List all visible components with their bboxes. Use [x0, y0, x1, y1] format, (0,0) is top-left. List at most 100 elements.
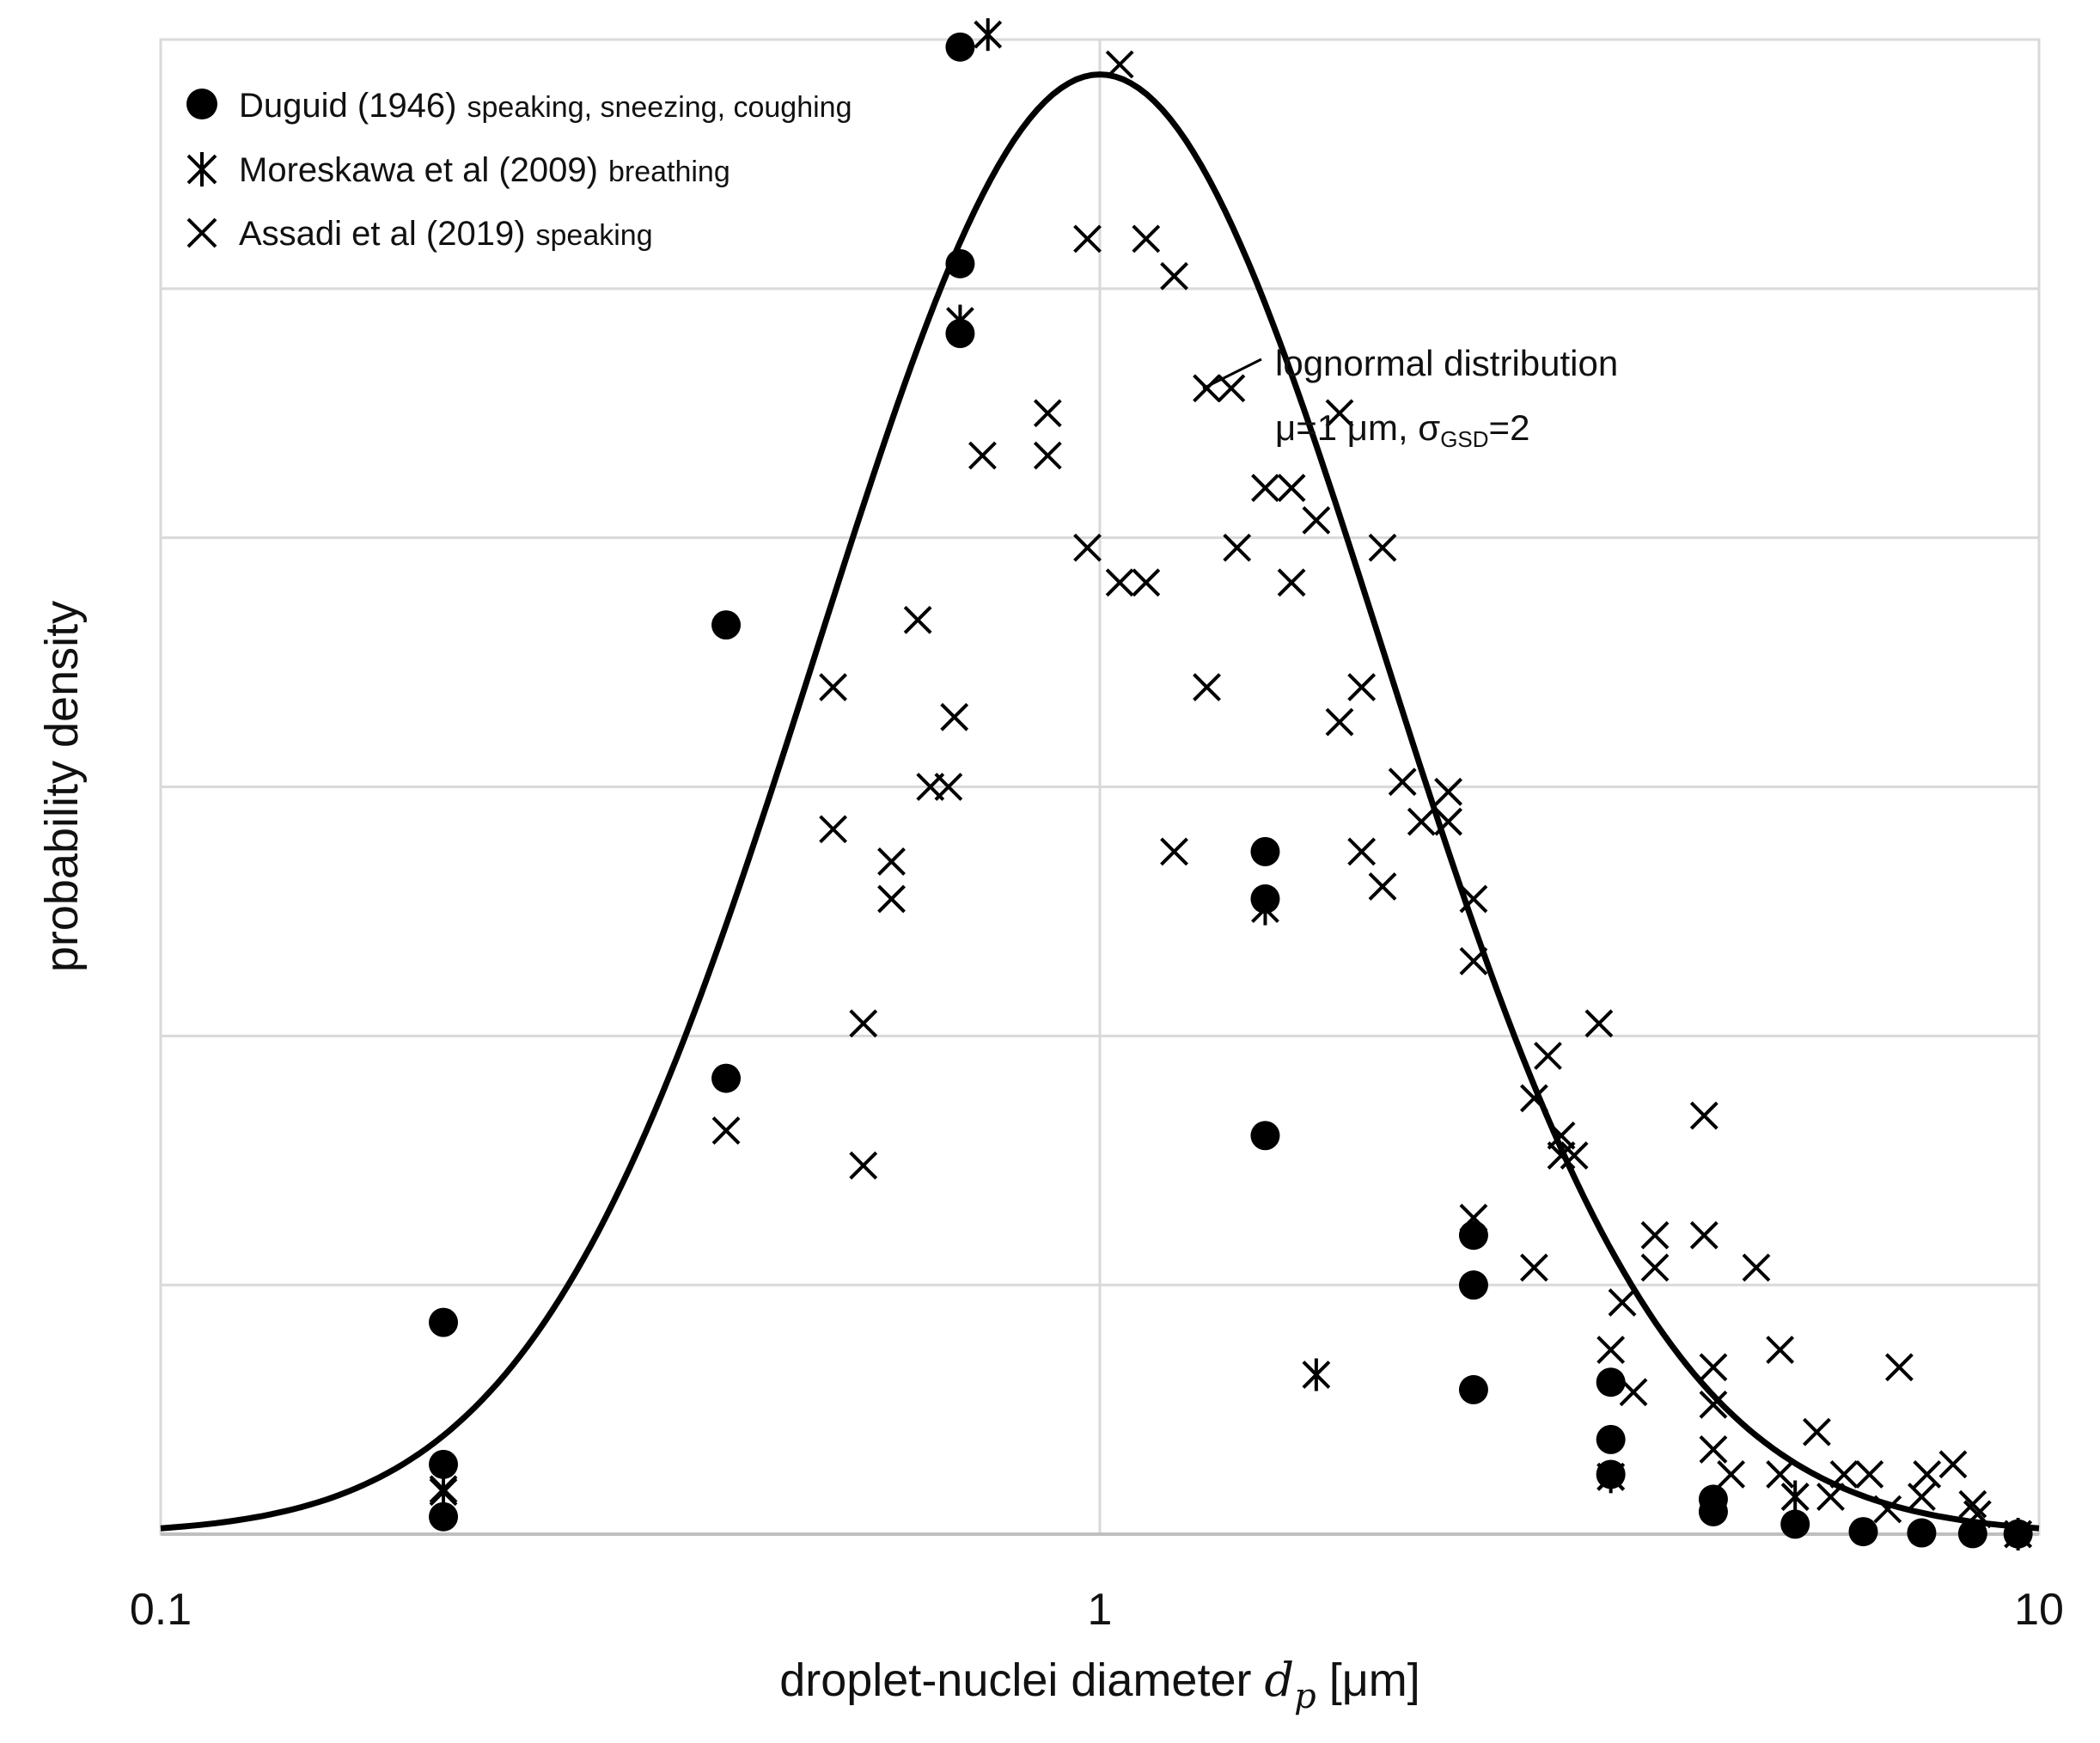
assadi-point — [1033, 399, 1062, 428]
assadi-point — [1132, 568, 1161, 597]
assadi-point — [1938, 1450, 1968, 1479]
annotation-leader-line — [1202, 358, 1262, 390]
assadi-point — [1640, 1220, 1670, 1250]
assadi-point — [2004, 1520, 2033, 1549]
assadi-point — [877, 884, 906, 914]
duguid-point — [711, 610, 742, 640]
assadi-point — [1132, 224, 1161, 254]
duguid-point — [1957, 1519, 1987, 1549]
y-axis-title: probability density — [36, 601, 88, 972]
assadi-point — [1596, 1336, 1626, 1364]
assadi-point — [1434, 777, 1462, 806]
assadi-point — [1325, 707, 1354, 737]
duguid-point — [1458, 1220, 1488, 1251]
duguid-point — [1698, 1496, 1728, 1526]
duguid-point — [1250, 1121, 1280, 1151]
assadi-point — [1251, 474, 1279, 503]
legend-series-name: Assadi et al (2019) — [239, 215, 526, 253]
assadi-point — [1434, 807, 1462, 836]
legend-series-name: Duguid (1946) — [239, 87, 457, 125]
assadi-point — [819, 815, 848, 844]
legend-marker-x — [186, 217, 217, 248]
duguid-point — [1458, 1374, 1488, 1404]
duguid-point — [429, 1501, 459, 1532]
assadi-point — [1689, 1101, 1718, 1130]
x-axis-title: droplet-nuclei diameter dp [μm] — [779, 1653, 1420, 1716]
assadi-point — [1803, 1417, 1831, 1446]
x-axis-title-subscript: p — [1294, 1677, 1316, 1716]
assadi-point — [1908, 1483, 1936, 1511]
duguid-point — [429, 1307, 459, 1337]
assadi-point — [1459, 1203, 1488, 1232]
assadi-point — [1780, 1483, 1810, 1511]
assadi-point — [1277, 568, 1306, 597]
duguid-point — [1780, 1509, 1810, 1539]
legend-marker-asterisk — [186, 152, 217, 187]
assadi-point — [1073, 224, 1102, 254]
duguid-point — [711, 1063, 742, 1093]
assadi-point — [1913, 1460, 1942, 1489]
legend-entry-duguid: Duguid (1946) speaking, sneezing, coughi… — [239, 87, 852, 125]
assadi-point — [1459, 884, 1488, 914]
assadi-point — [1699, 1435, 1728, 1464]
duguid-point — [1458, 1270, 1488, 1300]
assadi-point — [934, 773, 963, 801]
assadi-point — [1596, 1462, 1626, 1491]
assadi-point — [1325, 399, 1354, 428]
assadi-point — [940, 702, 969, 731]
moreskawa-point — [1302, 1358, 1331, 1391]
assadi-point — [1829, 1460, 1859, 1489]
curve-annotation-subscript: GSD — [1440, 426, 1488, 452]
x-axis-title-variable: d — [1265, 1653, 1295, 1707]
legend-marker-circle — [186, 89, 217, 119]
moreskawa-point — [974, 18, 1003, 52]
curve-annotation-params: μ=1 μm, σ — [1275, 407, 1440, 448]
x-axis-title-prefix: droplet-nuclei diameter — [779, 1654, 1264, 1706]
assadi-point — [1547, 1141, 1576, 1170]
assadi-point — [903, 605, 932, 634]
assadi-point — [1277, 474, 1306, 503]
assadi-point — [1560, 1141, 1589, 1170]
duguid-point — [1907, 1518, 1937, 1548]
assadi-point — [1459, 946, 1488, 975]
x-tick-label: 1 — [1088, 1585, 1113, 1635]
curve-annotation-line2: μ=1 μm, σGSD=2 — [1275, 407, 1529, 452]
duguid-point — [429, 1449, 459, 1479]
assadi-point — [1699, 1390, 1728, 1419]
legend-series-name: Moreskawa et al (2009) — [239, 151, 598, 189]
assadi-point — [968, 441, 997, 470]
assadi-point — [1160, 261, 1188, 290]
x-axis-title-suffix: [μm] — [1316, 1654, 1420, 1706]
duguid-point — [1596, 1367, 1626, 1397]
assadi-point — [1105, 50, 1134, 79]
legend-series-note: breathing — [608, 156, 730, 188]
assadi-point — [1033, 441, 1062, 470]
assadi-point — [1885, 1353, 1914, 1382]
assadi-point — [1073, 533, 1102, 562]
assadi-point — [1608, 1288, 1637, 1317]
assadi-point — [1193, 673, 1221, 701]
assadi-point — [1766, 1336, 1795, 1364]
assadi-point — [1816, 1483, 1845, 1511]
assadi-point — [1717, 1460, 1746, 1489]
assadi-point — [1105, 568, 1134, 597]
duguid-point — [1250, 836, 1280, 866]
moreskawa-point — [429, 1475, 458, 1508]
x-tick-label: 10 — [2014, 1585, 2064, 1635]
assadi-point — [1302, 505, 1331, 535]
lognormal-curve — [160, 71, 2040, 1532]
assadi-point — [429, 1475, 458, 1504]
legend-series-note: speaking, sneezing, coughing — [467, 91, 852, 124]
legend-entry-assadi: Assadi et al (2019) speaking — [239, 215, 653, 253]
duguid-point — [1848, 1517, 1878, 1547]
legend-entry-moreskawa: Moreskawa et al (2009) breathing — [239, 151, 730, 189]
assadi-point — [1519, 1253, 1548, 1282]
data-points — [429, 18, 2033, 1550]
assadi-point — [1963, 1500, 1992, 1529]
assadi-point — [1407, 807, 1436, 836]
assadi-point — [1640, 1253, 1670, 1282]
gridlines — [161, 38, 2039, 1534]
assadi-point — [1388, 768, 1417, 797]
assadi-point — [1742, 1253, 1771, 1282]
